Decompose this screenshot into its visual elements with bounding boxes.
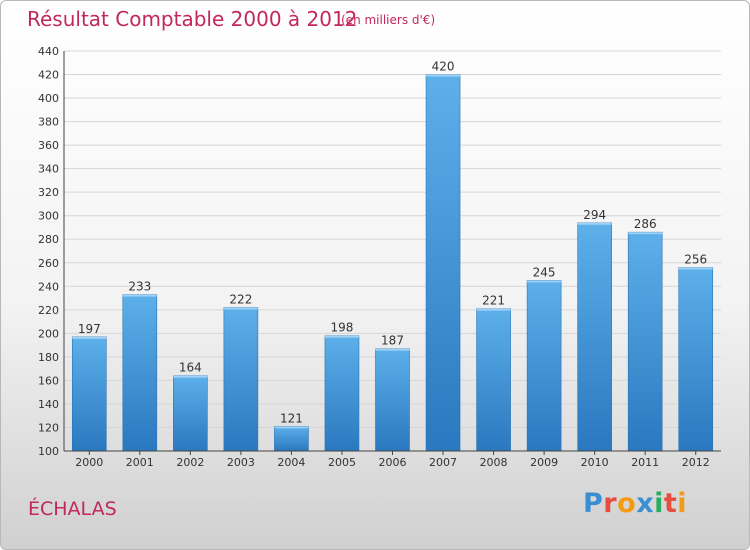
chart-subtitle: (en milliers d'€) — [341, 13, 436, 27]
y-tick-label: 420 — [38, 69, 59, 82]
y-tick-label: 120 — [38, 421, 59, 434]
y-tick-label: 240 — [38, 280, 59, 293]
proxiti-logo[interactable]: Proxiti — [583, 488, 687, 519]
y-tick-label: 260 — [38, 257, 59, 270]
x-tick-label: 2006 — [379, 456, 407, 469]
value-label: 286 — [634, 217, 657, 231]
y-tick-label: 160 — [38, 374, 59, 387]
x-tick-label: 2002 — [176, 456, 204, 469]
logo-letter: o — [617, 488, 637, 519]
axes — [63, 51, 721, 455]
bar-2006 — [375, 348, 410, 452]
bar-2002 — [173, 375, 208, 452]
value-labels: 197 233 164 222 121 198 187 420 221 245 294 286 256 — [78, 60, 707, 426]
bar-highlight — [173, 375, 208, 378]
x-tick-label: 2001 — [126, 456, 154, 469]
y-tick-label: 100 — [38, 445, 59, 458]
value-label: 420 — [432, 60, 455, 74]
bar-highlight — [375, 348, 410, 351]
value-label: 187 — [381, 334, 404, 348]
logo-letter: i — [654, 488, 664, 519]
bar-highlight — [527, 280, 562, 283]
x-tick-label: 2000 — [75, 456, 103, 469]
x-tick-label: 2008 — [480, 456, 508, 469]
logo-letter: t — [663, 488, 678, 519]
value-label: 294 — [583, 208, 606, 222]
logo-letter: i — [677, 488, 688, 519]
bar-2000 — [71, 336, 107, 452]
y-tick-label: 320 — [38, 186, 59, 199]
y-tick-label: 380 — [38, 116, 59, 129]
bar-highlight — [223, 307, 258, 310]
bar-2008 — [476, 308, 511, 452]
x-tick-label: 2011 — [631, 456, 659, 469]
value-label: 233 — [128, 280, 151, 294]
x-tick-label: 2005 — [328, 456, 356, 469]
y-tick-label: 400 — [38, 92, 59, 105]
value-label: 221 — [482, 294, 505, 308]
x-tick-label: 2009 — [530, 456, 558, 469]
bar-highlight — [324, 335, 359, 338]
y-tick-label: 440 — [38, 45, 59, 58]
value-label: 222 — [229, 292, 252, 306]
bar-highlight — [274, 426, 309, 429]
y-tick-label: 300 — [38, 210, 59, 223]
y-axis-labels: 100 120 140 160 180 200 220 240 260 280 300 320 340 3… — [38, 45, 59, 458]
chart-title: Résultat Comptable 2000 à 2012 — [27, 7, 358, 31]
x-tick-label: 2010 — [581, 456, 609, 469]
x-tick-label: 2003 — [227, 456, 255, 469]
x-tick-label: 2004 — [277, 456, 305, 469]
logo-letter: r — [603, 488, 618, 519]
bar-highlight — [678, 267, 713, 270]
location-label: ÉCHALAS — [28, 498, 117, 520]
y-tick-label: 340 — [38, 163, 59, 176]
bar-highlight — [577, 222, 612, 225]
y-tick-label: 220 — [38, 304, 59, 317]
y-tick-label: 180 — [38, 351, 59, 364]
bar-highlight — [426, 74, 461, 77]
bar-highlight — [476, 308, 511, 311]
x-tick-label: 2012 — [682, 456, 710, 469]
bar-2010 — [577, 222, 612, 452]
bar-2003 — [223, 307, 259, 452]
bar-2007 — [425, 74, 461, 452]
bar-2005 — [324, 335, 360, 452]
x-tick-label: 2007 — [429, 456, 457, 469]
bar-highlight — [122, 294, 157, 297]
bar-highlight — [628, 232, 663, 235]
bar-2012 — [678, 267, 714, 452]
value-label: 245 — [533, 265, 556, 279]
value-label: 164 — [179, 361, 202, 375]
logo-letter: x — [636, 488, 655, 519]
bar-2004 — [274, 425, 309, 452]
value-label: 198 — [331, 321, 354, 335]
logo-letter: P — [583, 488, 604, 519]
x-axis-labels: 2000 2001 2002 2003 2004 2005 2006 2007 2008 2009… — [75, 456, 709, 469]
bars — [71, 74, 714, 452]
value-label: 256 — [684, 252, 707, 266]
y-tick-label: 200 — [38, 327, 59, 340]
bar-2011 — [627, 231, 663, 452]
y-tick-label: 360 — [38, 139, 59, 152]
value-label: 121 — [280, 411, 303, 425]
y-tick-label: 140 — [38, 398, 59, 411]
bar-2001 — [122, 294, 158, 452]
y-tick-label: 280 — [38, 233, 59, 246]
bar-2009 — [526, 280, 562, 452]
value-label: 197 — [78, 322, 101, 336]
bar-highlight — [72, 336, 107, 339]
